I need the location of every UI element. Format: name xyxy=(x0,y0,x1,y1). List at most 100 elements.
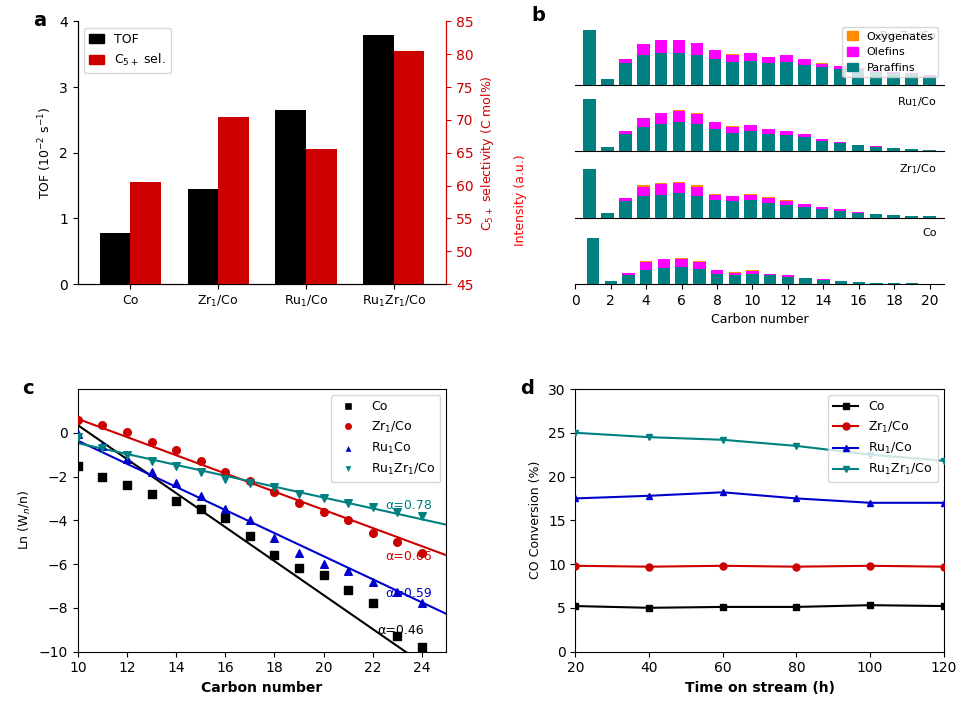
Bar xyxy=(762,198,775,203)
Point xyxy=(291,488,306,500)
Bar xyxy=(834,142,847,143)
Bar xyxy=(672,182,685,183)
Bar xyxy=(655,41,667,53)
Bar xyxy=(905,150,918,151)
X-axis label: Time on stream (h): Time on stream (h) xyxy=(685,681,835,695)
Bar xyxy=(780,62,793,84)
Bar xyxy=(587,238,599,284)
Legend: Co, Zr$_1$/Co, Ru$_1$Co, Ru$_1$Zr$_1$/Co: Co, Zr$_1$/Co, Ru$_1$Co, Ru$_1$Zr$_1$/Co xyxy=(331,395,440,483)
Bar xyxy=(637,44,650,55)
Bar xyxy=(691,124,703,151)
Bar xyxy=(923,150,936,151)
Bar xyxy=(655,195,667,218)
Bar xyxy=(691,55,703,84)
Point xyxy=(291,497,306,508)
Bar xyxy=(218,117,249,579)
Bar xyxy=(834,209,847,211)
Point xyxy=(168,478,184,489)
Bar xyxy=(851,70,864,84)
Bar xyxy=(798,135,811,137)
Bar xyxy=(851,212,864,213)
Bar xyxy=(275,110,306,284)
Text: Zr$_1$/Co: Zr$_1$/Co xyxy=(899,162,936,175)
Bar xyxy=(708,122,721,130)
Bar xyxy=(816,207,828,209)
Text: Ru$_1$/Co: Ru$_1$/Co xyxy=(896,95,936,110)
Bar xyxy=(655,183,667,184)
Bar xyxy=(798,64,811,84)
Bar xyxy=(708,59,721,84)
Bar xyxy=(744,125,757,131)
Bar xyxy=(672,183,685,193)
Text: a: a xyxy=(34,11,47,30)
Text: Co: Co xyxy=(922,228,936,238)
Point xyxy=(193,503,208,515)
Bar xyxy=(762,130,775,134)
Text: c: c xyxy=(22,379,34,397)
Bar xyxy=(637,55,650,84)
Bar xyxy=(619,59,631,63)
Point xyxy=(341,584,356,596)
Bar xyxy=(781,276,794,284)
Bar xyxy=(727,127,739,132)
Point xyxy=(267,486,282,498)
Point xyxy=(217,466,233,478)
Text: b: b xyxy=(531,6,545,24)
Bar xyxy=(640,261,652,270)
Point xyxy=(242,515,258,526)
Bar xyxy=(623,276,634,284)
Point xyxy=(341,565,356,576)
Bar xyxy=(780,201,793,205)
Bar xyxy=(691,195,703,218)
Y-axis label: CO Conversion (%): CO Conversion (%) xyxy=(529,461,542,579)
Point xyxy=(242,478,258,489)
Point xyxy=(341,497,356,508)
Bar xyxy=(691,187,703,195)
Bar xyxy=(672,41,685,53)
Bar xyxy=(619,198,631,201)
Bar xyxy=(619,63,631,84)
Bar xyxy=(188,189,218,284)
Bar xyxy=(619,134,631,151)
Text: α=0.59: α=0.59 xyxy=(385,587,432,600)
Bar xyxy=(762,134,775,151)
Bar xyxy=(306,150,337,579)
Bar xyxy=(798,59,811,64)
Text: Ru$_1$Zr$_1$/Co: Ru$_1$Zr$_1$/Co xyxy=(879,29,936,43)
Bar xyxy=(708,50,721,59)
Bar xyxy=(584,100,595,151)
Bar xyxy=(655,184,667,195)
Point xyxy=(193,466,208,478)
Bar xyxy=(870,283,883,284)
Bar xyxy=(816,67,828,84)
Bar xyxy=(675,267,688,284)
Bar xyxy=(744,131,757,151)
Bar xyxy=(637,127,650,151)
Bar xyxy=(887,72,900,73)
Point xyxy=(315,558,331,570)
Point xyxy=(365,598,380,609)
Text: α=0.46: α=0.46 xyxy=(378,624,424,637)
Point xyxy=(94,440,110,452)
Bar xyxy=(640,270,652,284)
Point xyxy=(119,426,134,437)
Bar xyxy=(923,75,936,76)
Point xyxy=(242,475,258,487)
Bar xyxy=(729,273,741,275)
Point xyxy=(119,453,134,465)
Point xyxy=(267,482,282,493)
Point xyxy=(341,515,356,526)
Bar xyxy=(744,61,757,84)
Bar xyxy=(746,271,759,274)
Point xyxy=(414,598,429,609)
Bar xyxy=(923,216,936,218)
Bar xyxy=(708,200,721,218)
Point xyxy=(144,466,160,478)
Bar xyxy=(816,64,828,67)
Bar xyxy=(727,201,739,218)
Bar xyxy=(100,233,130,284)
Point xyxy=(94,442,110,454)
Bar xyxy=(817,280,830,284)
Point xyxy=(267,532,282,543)
Point xyxy=(389,536,405,548)
